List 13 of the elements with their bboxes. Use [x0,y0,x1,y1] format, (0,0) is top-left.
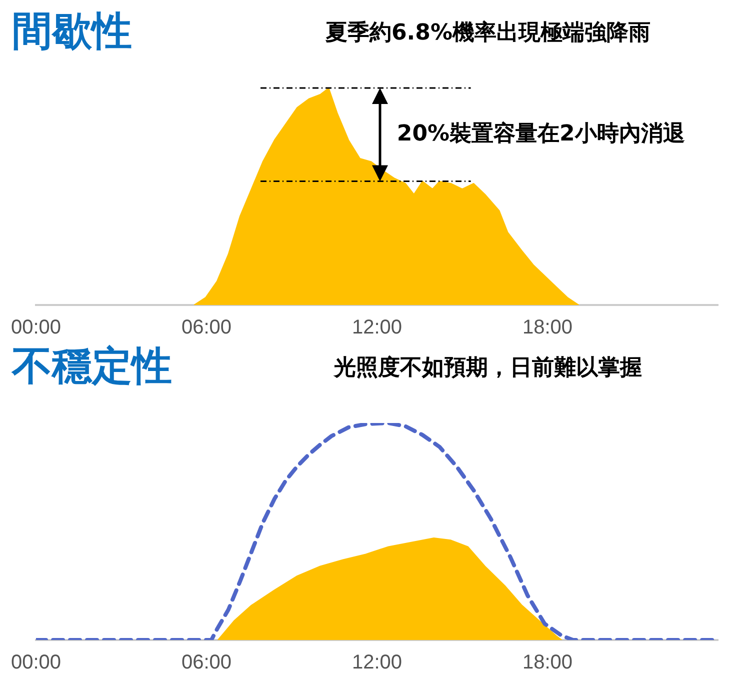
x-tick-label: 00:00 [10,652,62,674]
annotation: 20%裝置容量在2小時內消退 [396,120,685,146]
x-tick-label: 06:00 [181,652,232,674]
x-tick-label: 00:00 [10,316,62,339]
text: 光照度不如預期，日前難以掌握 [333,354,642,381]
x-tick-label: 18:00 [522,652,573,674]
x-tick-label: 12:00 [352,316,402,339]
x-tick-label: 12:00 [352,652,402,674]
chart-title: 不穩定性 [11,343,172,390]
x-tick-label: 06:00 [181,316,232,339]
chart-title: 間歇性 [12,8,132,54]
text: 夏季約6.8%機率出現極端強降雨 [324,20,651,46]
x-tick-label: 18:00 [522,316,573,339]
